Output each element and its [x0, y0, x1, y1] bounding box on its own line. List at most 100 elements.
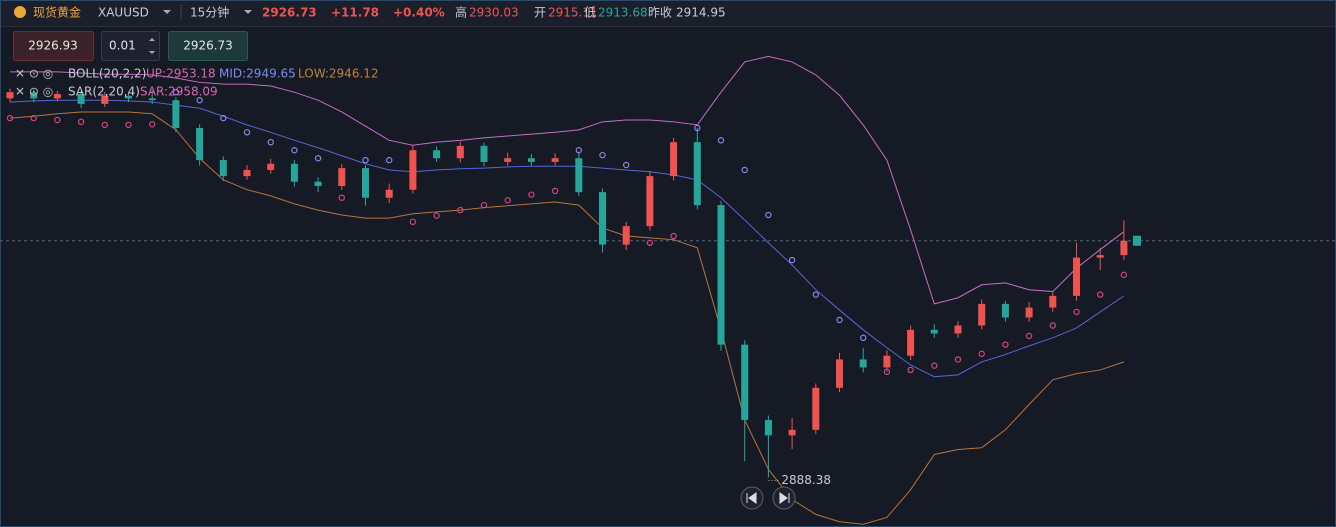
- sar-dot: [30, 114, 37, 122]
- candle-body: [196, 127, 204, 161]
- sar-dot: [646, 239, 654, 246]
- candle-body: [1120, 240, 1128, 256]
- sar-dot: [338, 194, 345, 201]
- buy-price[interactable]: 2926.73: [183, 39, 233, 53]
- candle-body: [433, 150, 441, 159]
- sar-dot: [196, 97, 203, 104]
- sell-price[interactable]: 2926.93: [28, 39, 78, 53]
- legend-up: UP:2953.18: [146, 67, 216, 81]
- indicator-icons[interactable]: ✕ ⊙ ◎: [15, 67, 53, 81]
- candle-body: [741, 344, 749, 420]
- candle-body: [670, 142, 678, 177]
- sar-dot: [314, 155, 322, 162]
- candle-body: [836, 359, 843, 388]
- sar-dot: [599, 151, 606, 159]
- sar-dot: [883, 368, 891, 375]
- candle-body: [859, 359, 867, 368]
- sar-dot: [528, 191, 535, 198]
- sar-dot: [812, 291, 820, 298]
- prev-icon[interactable]: [746, 492, 757, 504]
- boll-mid: [9, 99, 1125, 378]
- sar-dot: [717, 137, 725, 144]
- candle-body: [53, 94, 61, 99]
- dropdown-arrow[interactable]: [163, 10, 171, 14]
- sar-dot: [362, 156, 369, 164]
- indicator-icons[interactable]: ✕ ⊙ ◎: [15, 85, 53, 99]
- candle-body: [1049, 295, 1057, 308]
- buy-box[interactable]: [168, 31, 248, 61]
- candle-body: [314, 181, 322, 187]
- candle-body: [599, 192, 606, 245]
- lot-box[interactable]: [101, 31, 160, 61]
- sar-dot: [291, 147, 298, 154]
- sar-dot: [670, 232, 677, 240]
- sar-dot: [860, 334, 867, 342]
- plot-area: 2888.38: [0, 55, 1336, 525]
- dropdown-arrow[interactable]: [244, 10, 252, 14]
- sar-dot: [931, 362, 938, 369]
- boll-up: [10, 55, 1125, 305]
- candle-body: [527, 158, 535, 162]
- candle-body: [1073, 257, 1080, 296]
- next-icon[interactable]: [779, 492, 790, 504]
- sar-dot: [54, 116, 61, 124]
- candle-body: [1025, 307, 1033, 318]
- symbol-name[interactable]: 现货黄金: [33, 5, 81, 20]
- last-price: 2926.73: [262, 6, 317, 20]
- candle-body: [693, 142, 701, 206]
- lot-size[interactable]: 0.01: [109, 39, 136, 53]
- low-label: 低: [584, 6, 596, 20]
- sar-dot: [836, 316, 843, 324]
- change-pct: +0.40%: [393, 6, 445, 20]
- candle-body: [125, 95, 132, 99]
- price-tag: [1133, 235, 1141, 246]
- period[interactable]: 15分钟: [190, 5, 229, 20]
- sar-dot: [623, 161, 630, 169]
- prev-value: 2914.95: [676, 6, 726, 20]
- candle-body: [788, 429, 796, 436]
- candle-body: [267, 163, 275, 170]
- candle-body: [954, 325, 962, 334]
- sar-dot: [243, 129, 251, 136]
- sar-dot: [220, 114, 227, 122]
- sar-dot: [1049, 322, 1057, 329]
- sar-dot: [907, 366, 914, 374]
- low-price-label: 2888.38: [781, 473, 831, 487]
- legend-low: LOW:2946.12: [298, 67, 379, 81]
- high-label: 高: [455, 5, 467, 20]
- sar-dot: [386, 156, 393, 164]
- candle-body: [551, 158, 559, 162]
- sar-dot: [1025, 332, 1033, 340]
- sar-dot: [694, 124, 701, 132]
- candle-body: [338, 168, 346, 187]
- sar-dot: [480, 201, 488, 209]
- candle-body: [456, 145, 464, 159]
- boll-low: [9, 111, 1125, 525]
- candle-body: [409, 150, 417, 190]
- candle-body: [883, 355, 891, 368]
- sar-dot: [954, 356, 962, 363]
- top-bar: [0, 0, 1336, 26]
- sar-dot: [1120, 271, 1128, 279]
- sar-dot: [409, 218, 417, 226]
- legend-mid: MID:2949.65: [219, 67, 296, 81]
- sar-dot: [6, 114, 14, 122]
- sell-box[interactable]: [13, 31, 94, 61]
- candle-body: [362, 168, 369, 198]
- symbol-code[interactable]: XAUUSD: [98, 6, 149, 20]
- sar-dot: [741, 166, 748, 174]
- sar-dot: [267, 138, 274, 146]
- candle-body: [6, 92, 14, 99]
- candle-body: [480, 145, 488, 162]
- candle-body: [930, 329, 938, 334]
- symbol-icon: [14, 6, 26, 18]
- candle-body: [290, 163, 298, 182]
- candle-body: [1096, 255, 1104, 258]
- candle-body: [219, 160, 227, 177]
- candle-body: [385, 189, 393, 198]
- sar-dot: [978, 350, 985, 358]
- candle-body: [504, 158, 512, 162]
- sar-dot: [457, 206, 464, 214]
